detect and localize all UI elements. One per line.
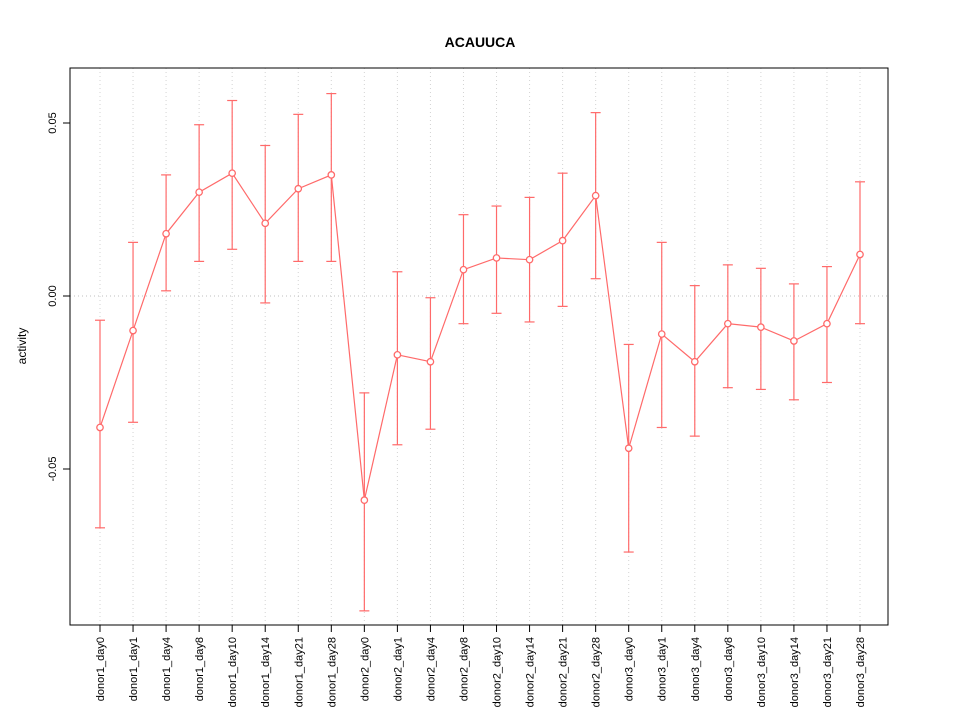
y-tick-label: -0.05 — [47, 456, 59, 481]
data-point — [525, 255, 534, 264]
series-line — [99, 172, 861, 501]
data-point — [624, 444, 633, 453]
x-tick-label: donor3_day28 — [855, 637, 867, 707]
data-point — [327, 171, 336, 179]
axes: 0.05 0.00 -0.05 donor1_day0 donor1_day1 donor… — [47, 112, 867, 707]
data-point — [856, 250, 864, 259]
x-tick-label: donor3_day14 — [789, 637, 801, 707]
x-tick-label: donor1_day4 — [161, 637, 173, 701]
x-tick-label: donor1_day14 — [260, 637, 272, 707]
x-tick-label: donor3_day10 — [756, 637, 768, 707]
x-tick-label: donor2_day28 — [591, 637, 603, 707]
data-point — [723, 319, 732, 328]
data-point — [558, 236, 567, 245]
x-tick-label: donor2_day8 — [458, 637, 470, 701]
gridlines — [70, 68, 888, 625]
x-tick-label: donor2_day10 — [492, 637, 504, 707]
x-tick-label: donor3_day4 — [690, 637, 702, 701]
y-axis-label: activity — [15, 328, 29, 365]
data-point — [195, 188, 203, 197]
data-point — [492, 254, 501, 262]
data-point — [393, 350, 402, 359]
data-point — [591, 191, 600, 200]
data-point — [823, 319, 831, 328]
plot-border — [69, 67, 889, 626]
x-tick-label: donor1_day1 — [128, 637, 140, 701]
data-point — [228, 169, 237, 178]
y-tick-label: 0.05 — [47, 112, 59, 133]
x-tick-label: donor2_day21 — [558, 637, 570, 707]
data-point — [657, 330, 666, 338]
x-tick-label: donor1_day10 — [227, 637, 239, 707]
data-point — [129, 326, 137, 335]
x-tick-label: donor2_day14 — [525, 637, 537, 707]
y-tick-label: 0.00 — [47, 285, 59, 306]
data-point — [459, 265, 468, 274]
x-tick-label: donor1_day21 — [293, 637, 305, 707]
data-point — [790, 337, 798, 345]
x-tick-label: donor1_day0 — [95, 637, 107, 701]
data-point — [360, 496, 369, 504]
data-series — [95, 92, 865, 612]
x-tick-label: donor3_day21 — [822, 637, 834, 707]
data-point — [96, 423, 104, 432]
x-tick-label: donor2_day0 — [359, 637, 371, 701]
x-tick-label: donor3_day1 — [657, 637, 669, 701]
x-tick-label: donor1_day8 — [194, 637, 206, 701]
data-point — [261, 219, 270, 228]
data-point — [162, 229, 170, 238]
x-tick-label: donor2_day1 — [392, 637, 404, 701]
chart-title: ACAUUCA — [445, 34, 516, 50]
x-tick-label: donor3_day8 — [723, 637, 735, 701]
x-tick-label: donor3_day0 — [624, 637, 636, 701]
x-tick-label: donor2_day4 — [425, 637, 437, 701]
data-point — [757, 323, 765, 331]
x-tick-label: donor1_day28 — [326, 637, 338, 707]
data-point — [690, 357, 699, 366]
data-point — [426, 357, 435, 366]
data-point — [294, 184, 303, 193]
